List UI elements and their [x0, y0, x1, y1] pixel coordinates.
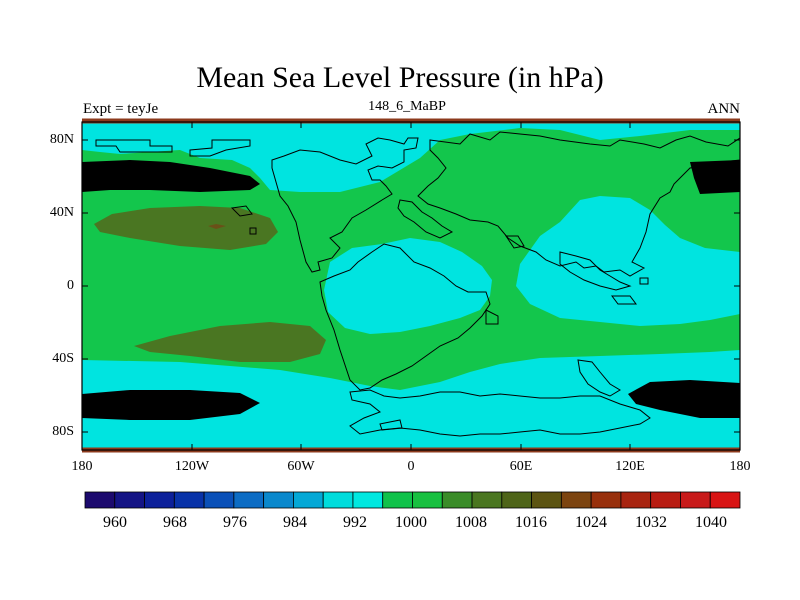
- axis-ticks: [82, 122, 740, 450]
- colorbar: [84, 491, 741, 509]
- colorbar-swatch: [263, 491, 294, 509]
- lon-label-120e: 120E: [615, 459, 645, 474]
- colorbar-label-1032: 1032: [635, 514, 667, 531]
- colorbar-label-984: 984: [283, 514, 307, 531]
- lat-label-80s: 80S: [52, 424, 74, 439]
- lat-label-0: 0: [67, 278, 74, 293]
- region-north-pacific-low: [82, 160, 260, 192]
- lon-label-180-right: 180: [729, 459, 751, 474]
- colorbar-swatch: [560, 491, 592, 509]
- colorbar-swatch: [412, 491, 443, 509]
- coastline-north-atlantic-island: [230, 205, 253, 217]
- colorbar-swatch: [203, 491, 235, 509]
- coastline-small-island-1: [639, 277, 649, 285]
- colorbar-label-1000: 1000: [395, 514, 427, 531]
- colorbar-label-992: 992: [343, 514, 367, 531]
- coastline-antarctica: [349, 389, 651, 437]
- season-label: ANN: [707, 101, 741, 117]
- colorbar-swatch: [590, 491, 622, 509]
- region-north-subtropical-high: [94, 206, 278, 250]
- coastline-greenland: [189, 139, 251, 157]
- coastline-arctic-islands: [95, 139, 173, 153]
- lon-label-60w: 60W: [287, 459, 315, 474]
- colorbar-swatch: [293, 491, 324, 509]
- coastline-india: [577, 359, 621, 397]
- map-title: Mean Sea Level Pressure (in hPa): [196, 61, 604, 94]
- colorbar-label-1040: 1040: [695, 514, 727, 531]
- colorbar-label-976: 976: [223, 514, 247, 531]
- colorbar-swatch: [114, 491, 145, 509]
- colorbar-swatch: [650, 491, 681, 509]
- region-tropical-continent-low: [324, 238, 492, 334]
- coastline-north-america: [271, 137, 419, 273]
- colorbar-swatch: [84, 491, 116, 509]
- coastline-eurasia: [417, 131, 740, 277]
- colorbar-swatch: [144, 491, 175, 509]
- lat-label-80n: 80N: [49, 132, 74, 147]
- colorbar-swatch: [352, 491, 384, 509]
- colorbar-swatch: [322, 491, 354, 509]
- period-label: 148_6_MaBP: [368, 99, 446, 114]
- colorbar-label-960: 960: [103, 514, 127, 531]
- region-high-center: [208, 224, 226, 229]
- lon-label-60e: 60E: [509, 459, 533, 474]
- colorbar-swatch: [173, 491, 205, 509]
- coastline-small-island-2: [249, 227, 257, 235]
- colorbar-swatch: [620, 491, 652, 509]
- coastlines: [95, 131, 740, 437]
- coastline-europe-peninsulas: [397, 199, 454, 239]
- colorbar-swatch: [680, 491, 711, 509]
- contour-fills: [82, 122, 740, 450]
- region-east-arctic-low: [690, 160, 740, 194]
- colorbar-swatch: [441, 491, 473, 509]
- region-deep-low-west: [82, 390, 260, 420]
- lon-label-120w: 120W: [174, 459, 210, 474]
- colorbar-label-1016: 1016: [515, 514, 547, 531]
- lat-label-40s: 40S: [52, 351, 74, 366]
- region-southern-ocean-trough: [82, 350, 740, 450]
- colorbar-swatch: [471, 491, 503, 509]
- lon-label-180-left: 180: [71, 459, 93, 474]
- region-deep-low-east: [628, 380, 740, 418]
- coastline-caspian: [505, 235, 525, 249]
- colorbar-label-1008: 1008: [455, 514, 487, 531]
- lat-label-40n: 40N: [49, 205, 74, 220]
- colorbar-swatch: [382, 491, 413, 509]
- region-south-subtropical-high: [134, 322, 326, 362]
- colorbar-label-968: 968: [163, 514, 187, 531]
- colorbar-swatch: [501, 491, 532, 509]
- coastline-south-america: [319, 243, 491, 391]
- coastline-southeast-asia: [559, 251, 632, 291]
- coastline-indonesia: [611, 295, 637, 305]
- colorbar-swatch: [531, 491, 562, 509]
- region-east-tropical-low: [516, 196, 740, 326]
- colorbar-swatch: [709, 491, 741, 509]
- coastline-africa: [485, 309, 499, 325]
- colorbar-label-1024: 1024: [575, 514, 607, 531]
- colorbar-swatch: [233, 491, 265, 509]
- coastline-antarctic-island: [379, 419, 403, 431]
- lon-label-0: 0: [407, 459, 415, 474]
- experiment-label: Expt = teyJe: [83, 101, 159, 117]
